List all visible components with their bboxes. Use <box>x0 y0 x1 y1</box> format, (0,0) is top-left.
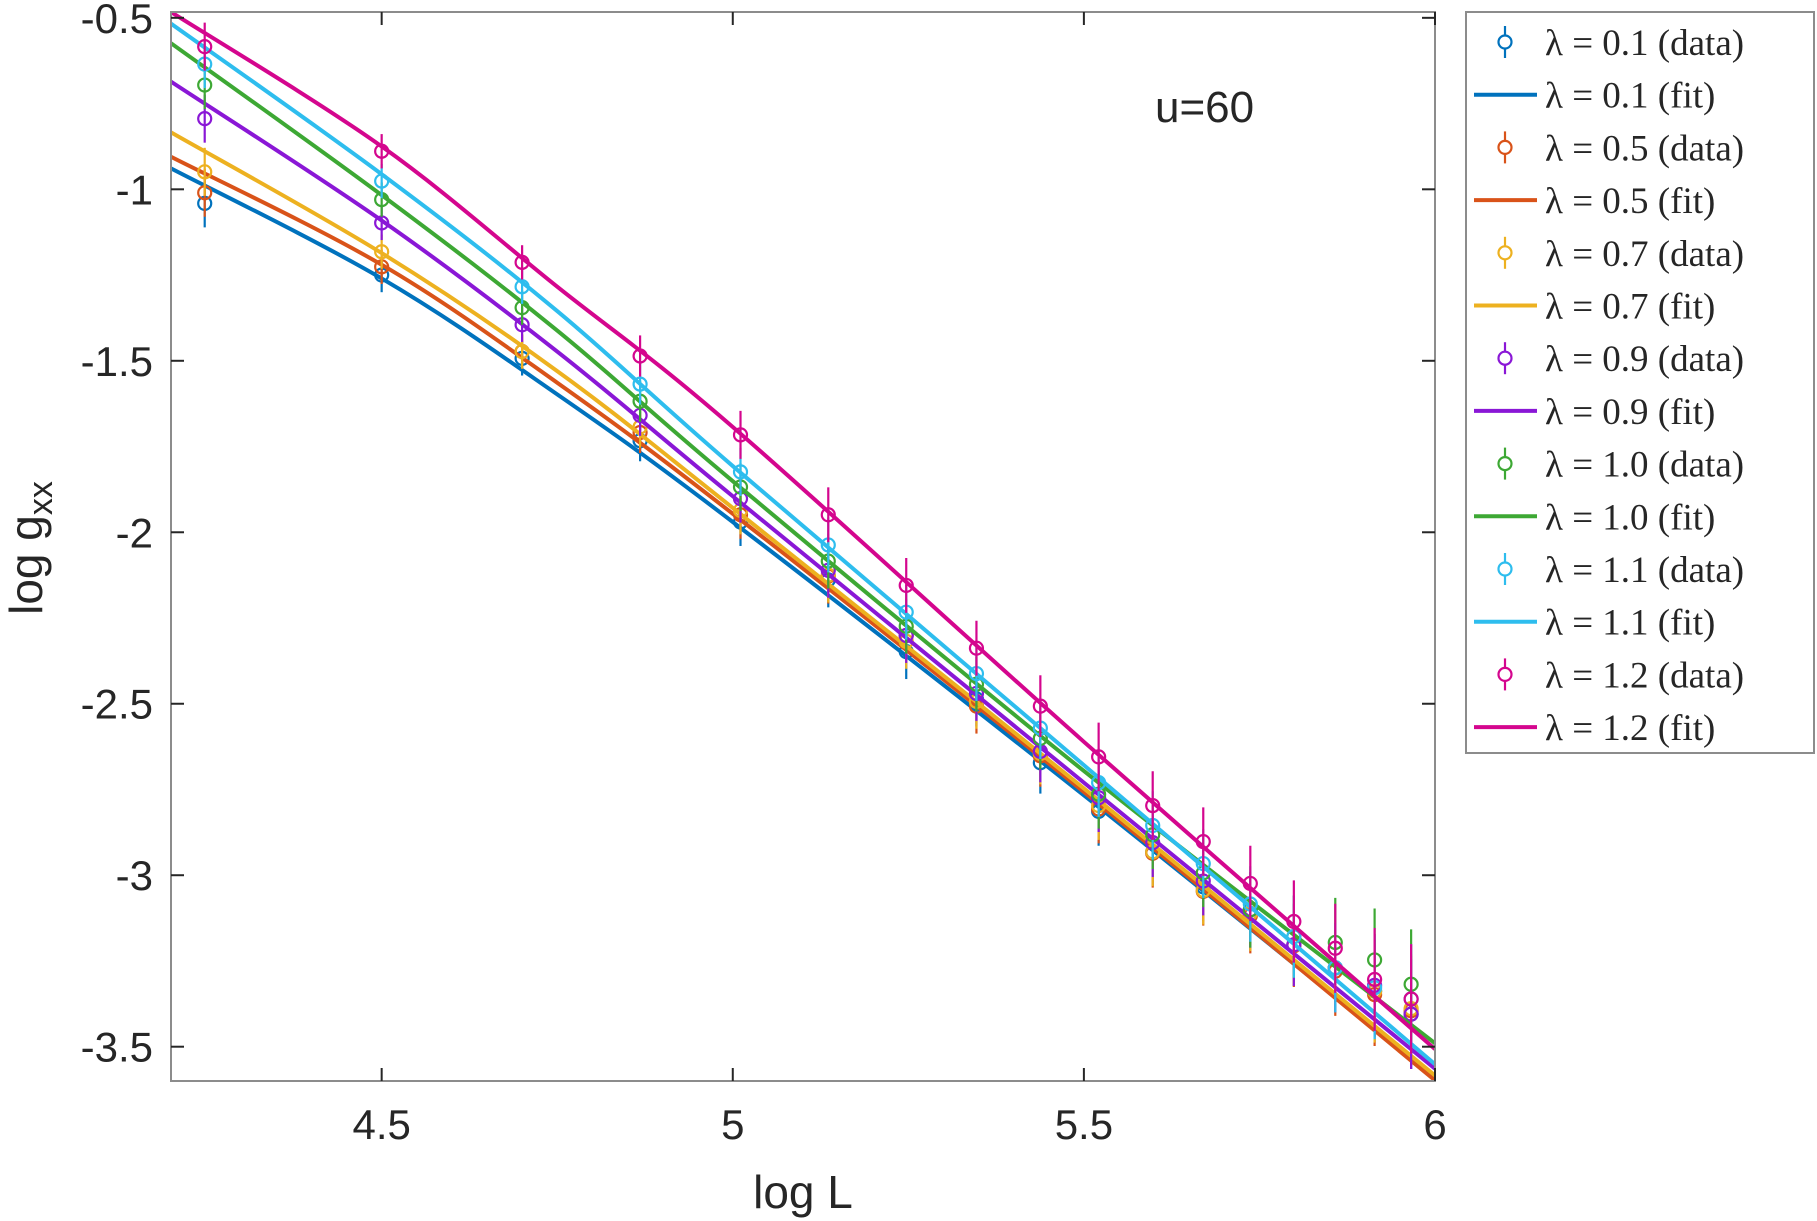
legend-label: λ = 0.1 (data) <box>1545 23 1744 64</box>
legend-label: λ = 1.1 (data) <box>1545 550 1744 591</box>
fit-line <box>171 22 1435 1066</box>
legend-item-fit: λ = 0.5 (fit) <box>1474 181 1715 222</box>
legend-item-fit: λ = 1.0 (fit) <box>1474 497 1715 538</box>
legend-label: λ = 1.0 (data) <box>1545 445 1744 486</box>
x-tick-label: 6 <box>1423 1101 1446 1148</box>
data-point <box>374 244 390 260</box>
y-tick-label: -2 <box>116 509 153 556</box>
legend-item-fit: λ = 0.7 (fit) <box>1474 287 1715 328</box>
data-point <box>732 464 749 480</box>
x-tick-label: 5 <box>721 1101 744 1148</box>
legend-label: λ = 1.1 (fit) <box>1545 603 1715 644</box>
legend-item-data: λ = 0.5 (data) <box>1497 128 1744 169</box>
data-point <box>1242 875 1258 892</box>
data-point <box>1367 971 1383 988</box>
data-point <box>514 279 530 295</box>
legend-item-data: λ = 1.2 (data) <box>1497 655 1744 696</box>
legend-label: λ = 1.0 (fit) <box>1545 497 1715 538</box>
legend-label: λ = 1.2 (data) <box>1545 655 1744 696</box>
legend-item-fit: λ = 1.2 (fit) <box>1474 708 1715 749</box>
legend-label: λ = 0.1 (fit) <box>1545 76 1715 117</box>
data-point <box>197 164 213 180</box>
annotation-u: u=60 <box>1155 83 1254 132</box>
legend-item-data: λ = 1.1 (data) <box>1497 550 1744 591</box>
x-tick-label: 4.5 <box>352 1101 410 1148</box>
legend-item-fit: λ = 1.1 (fit) <box>1474 603 1715 644</box>
y-tick-label: -1 <box>116 166 153 213</box>
data-point <box>374 143 390 159</box>
y-axis-label-group: log gxx <box>0 481 60 615</box>
data-point <box>514 343 530 360</box>
data-point <box>1403 991 1419 1007</box>
legend-label: λ = 0.9 (data) <box>1545 339 1744 380</box>
data-point <box>1091 749 1107 765</box>
y-axis-label-sub: xx <box>22 481 60 515</box>
legend-label: λ = 0.9 (fit) <box>1545 392 1715 433</box>
legend-box <box>1465 11 1815 754</box>
legend-marker-icon <box>1497 666 1513 683</box>
data-point <box>968 640 985 656</box>
legend-label: λ = 0.5 (fit) <box>1545 181 1715 222</box>
data-point <box>374 173 390 189</box>
data-point <box>1145 798 1161 814</box>
data-point <box>197 39 213 55</box>
y-tick-label: -3.5 <box>81 1024 153 1071</box>
x-axis-label: log L <box>753 1166 853 1218</box>
legend-label: λ = 0.7 (fit) <box>1545 287 1715 328</box>
legend-item-data: λ = 0.7 (data) <box>1497 234 1744 275</box>
y-tick-label: -1.5 <box>81 338 153 385</box>
axes: 4.5 5 5.5 6 -0.5 -1 -1.5 -2 -2.5 -3 -3.5 <box>81 0 1447 1148</box>
data-point <box>732 427 749 443</box>
y-axis-label: log gxx <box>0 481 60 615</box>
series-6 <box>171 12 1435 1054</box>
legend-label: λ = 0.5 (data) <box>1545 128 1744 169</box>
legend-item-fit: λ = 0.1 (fit) <box>1474 76 1715 117</box>
legend-marker-icon <box>1497 456 1513 472</box>
legend-item-data: λ = 0.1 (data) <box>1497 23 1744 64</box>
data-point <box>898 577 914 594</box>
x-tick-label: 5.5 <box>1055 1101 1113 1148</box>
legend-item-data: λ = 0.9 (data) <box>1497 339 1744 380</box>
legend: λ = 0.1 (data) λ = 0.1 (fit) λ = 0.5 (data… <box>1465 11 1815 754</box>
legend-marker-icon <box>1497 350 1513 366</box>
legend-marker-icon <box>1497 245 1513 261</box>
y-axis-label-main: log g <box>0 515 52 615</box>
y-tick-label: -0.5 <box>81 0 153 42</box>
data-point <box>197 111 213 127</box>
data-point <box>1327 940 1343 956</box>
y-tick-label: -3 <box>116 852 153 899</box>
legend-marker-icon <box>1497 34 1513 50</box>
legend-label: λ = 1.2 (fit) <box>1545 708 1715 749</box>
data-point <box>632 348 648 364</box>
legend-item-data: λ = 1.0 (data) <box>1497 445 1744 486</box>
legend-label: λ = 0.7 (data) <box>1545 234 1744 275</box>
plot-marks <box>171 12 1435 1081</box>
data-point <box>1032 698 1048 714</box>
data-point <box>632 376 648 392</box>
y-tick-label: -2.5 <box>81 681 153 728</box>
plot-frame <box>170 11 1436 1082</box>
data-point <box>820 507 836 523</box>
data-point <box>514 254 530 270</box>
legend-marker-icon <box>1497 561 1513 577</box>
data-point <box>1286 913 1302 930</box>
data-point <box>1195 834 1211 850</box>
legend-marker-icon <box>1497 139 1513 155</box>
fit-line <box>171 130 1435 1078</box>
legend-item-fit: λ = 0.9 (fit) <box>1474 392 1715 433</box>
fit-line <box>171 79 1435 1071</box>
